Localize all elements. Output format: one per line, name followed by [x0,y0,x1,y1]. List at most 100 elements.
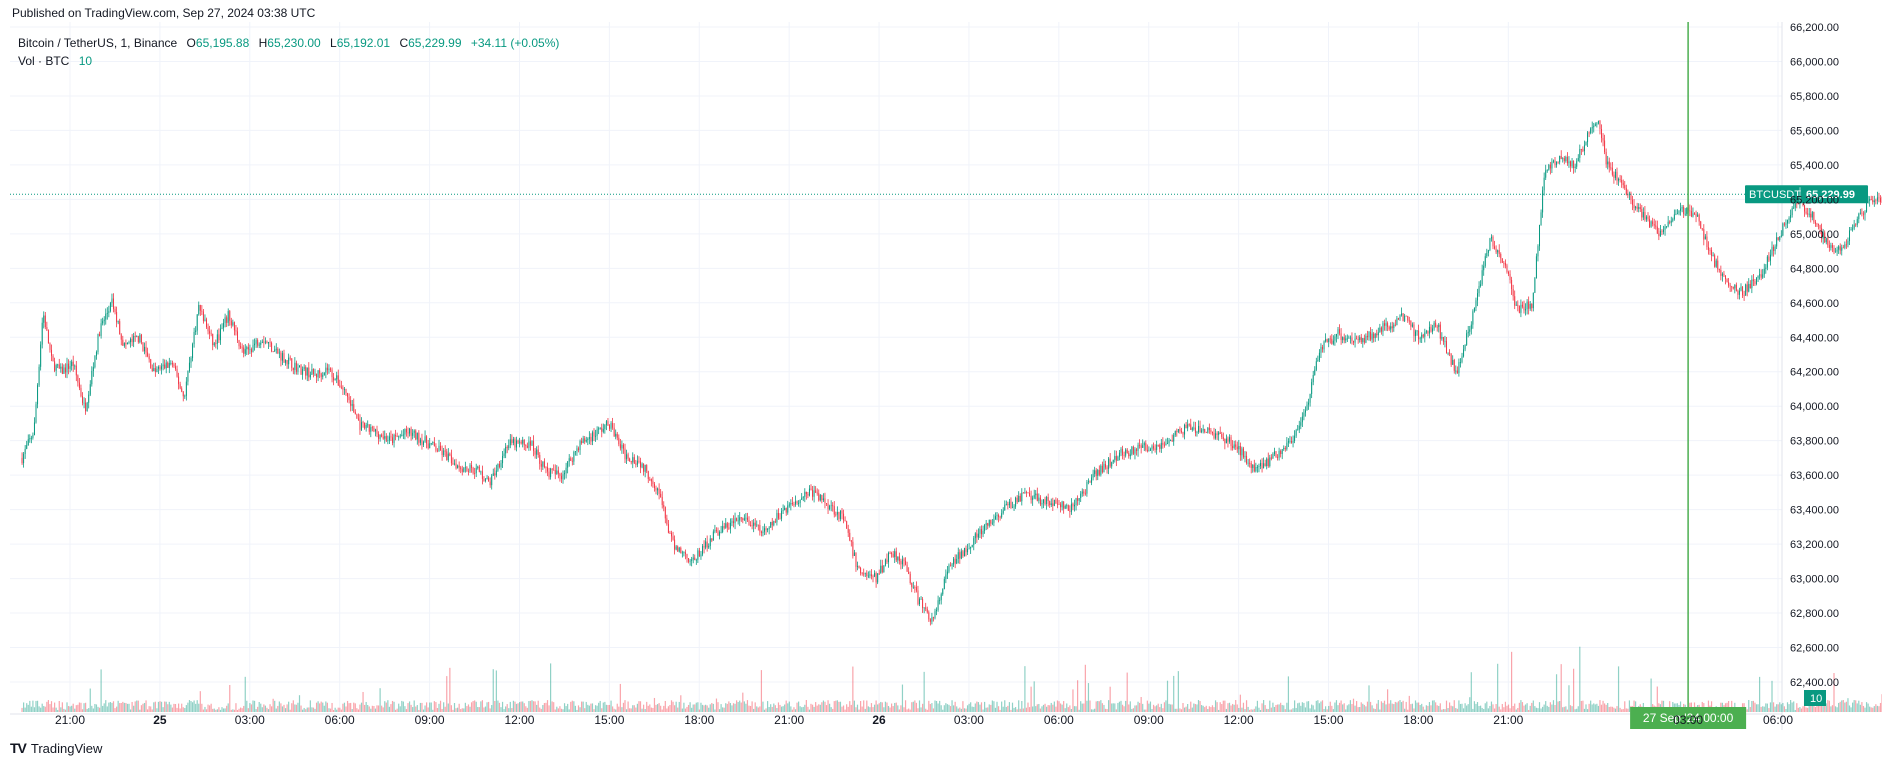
candle-body [1642,212,1644,218]
candle-body [1503,262,1505,264]
candle-body [1255,467,1257,472]
volume-bar [474,700,476,712]
volume-bar [966,705,969,712]
candle-body [1089,481,1091,483]
candle-body [312,368,314,374]
volume-bar [934,700,936,712]
volume-bar [1050,702,1052,712]
candle-body [343,388,345,390]
volume-bar [1019,708,1021,712]
volume-bar [384,701,386,712]
candle-body [832,505,834,507]
volume-bar [1879,702,1882,712]
candle-body [148,356,150,360]
volume-bar [715,698,718,712]
candle-body [1323,341,1325,350]
candle-body [534,450,536,455]
volume-bar [1255,706,1257,712]
candle-body [1624,185,1626,189]
candle-body [1630,193,1632,200]
volume-bar [1064,708,1066,712]
volume-bar [705,704,707,712]
volume-bar [1309,708,1311,712]
candle-body [475,467,477,474]
volume-bar [1841,700,1843,712]
candle-body [635,463,637,465]
volume-bar [517,703,519,712]
volume-bar [680,695,682,712]
candle-body [370,427,372,432]
volume-bar [963,708,966,712]
volume-bar [139,709,141,712]
candle-body [1193,427,1195,429]
candle-body [787,505,789,513]
volume-bar [1573,668,1575,712]
candle-body [286,360,288,365]
volume-bar [30,706,32,712]
candle-body [1418,330,1420,340]
candle-body [700,554,702,557]
volume-bar [1005,707,1007,712]
candle-body [494,473,496,476]
candle-body [1718,269,1720,271]
volume-bar [1196,704,1198,712]
volume-bar [1472,708,1474,712]
volume-bar [1111,703,1113,712]
volume-bar [1100,700,1102,712]
volume-bar [508,708,510,712]
candle-body [105,313,107,320]
volume-bar [1621,709,1623,712]
candle-body [1036,493,1038,501]
volume-bar [889,707,891,712]
candle-body [109,303,111,312]
volume-bar [357,709,360,712]
symbol-name[interactable]: Bitcoin / TetherUS, 1, Binance [18,36,178,50]
volume-bar [1306,701,1308,712]
candle-body [1618,178,1620,181]
volume-bar [737,702,739,712]
candle-body [1198,425,1200,432]
volume-bar [1591,704,1593,712]
time-tick-label: 03:00 [954,713,984,727]
candle-body [1388,326,1390,330]
volume-bar [822,700,825,712]
volume-bar [1052,704,1054,712]
volume-bar [1607,703,1609,712]
volume-bar [1439,703,1441,712]
candle-body [1559,155,1561,163]
candle-body [1092,473,1094,478]
time-axis[interactable]: 21:00 25 03:00 06:00 09:00 12:00 15:00 18:00 21:… [55,713,1793,727]
candle-body [1439,324,1441,339]
volume-bar [1078,709,1080,712]
candle-body [1585,142,1587,146]
volume-bar [1523,705,1525,712]
price-axis[interactable]: 62,400.0062,600.0062,800.0063,000.0063,2… [1790,22,1839,689]
candle-body [1153,446,1155,449]
time-tick-label: 03:00 [1673,713,1703,727]
candle-body [497,463,499,471]
tradingview-footer[interactable]: TV TradingView [10,740,102,756]
volume-bar [509,701,511,712]
volume-label[interactable]: Vol · BTC [18,54,70,68]
volume-bar [1115,709,1117,712]
candle-body [1492,236,1494,247]
candle-body [1373,333,1375,339]
volume-bar [405,709,408,712]
volume-bar [1114,703,1116,712]
candle-body [576,448,578,452]
volume-bar [546,700,549,712]
candle-body [1134,449,1136,454]
candle-body [1773,246,1775,251]
volume-bar [503,709,505,712]
volume-bar [227,703,229,712]
volume-bar [574,705,577,712]
volume-bar [770,704,772,712]
candle-body [1481,270,1483,285]
volume-bar [1478,706,1480,712]
volume-bar [1385,704,1387,712]
candle-body [1545,170,1547,178]
candle-body [364,422,366,429]
volume-bar [498,702,501,712]
volume-bar [131,701,133,712]
